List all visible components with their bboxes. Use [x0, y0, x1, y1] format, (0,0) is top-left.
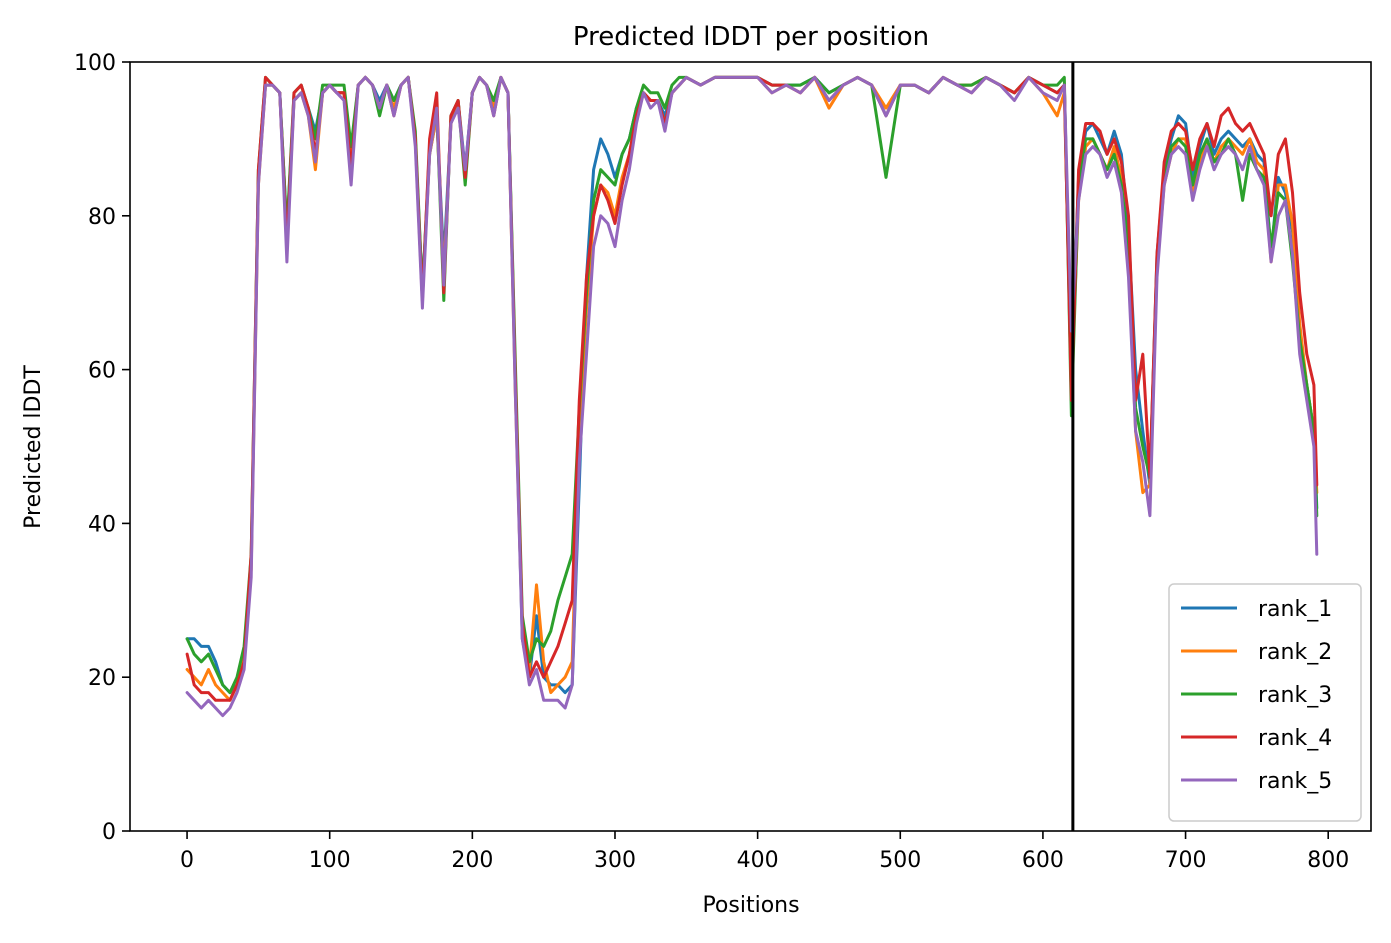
- x-tick-label: 300: [594, 848, 636, 873]
- legend-label-rank_4: rank_4: [1258, 726, 1332, 751]
- x-tick-label: 700: [1165, 848, 1207, 873]
- chart-title: Predicted lDDT per position: [573, 22, 929, 52]
- legend-label-rank_1: rank_1: [1258, 597, 1332, 622]
- y-tick-label: 80: [88, 205, 116, 230]
- y-axis-ticks: 0 20 40 60 80 100: [74, 51, 130, 845]
- x-axis-ticks: 0 100 200 300 400 500 600 700 800: [180, 831, 1349, 873]
- plot-area-frame: [129, 61, 1372, 832]
- x-axis-label: Positions: [702, 893, 799, 918]
- y-tick-label: 0: [102, 820, 116, 845]
- legend-label-rank_3: rank_3: [1258, 683, 1332, 708]
- series-line-rank_5: [185, 75, 1319, 718]
- y-tick-label: 20: [88, 666, 116, 691]
- legend: rank_1 rank_2 rank_3 rank_4 rank_5: [1168, 583, 1362, 822]
- y-axis-label: Predicted lDDT: [21, 365, 46, 529]
- x-tick-label: 0: [180, 848, 194, 873]
- x-tick-label: 800: [1307, 848, 1349, 873]
- legend-label-rank_2: rank_2: [1258, 640, 1332, 665]
- legend-label-rank_5: rank_5: [1258, 769, 1332, 794]
- y-tick-label: 100: [74, 51, 116, 76]
- x-tick-label: 200: [451, 848, 493, 873]
- series-layer: [185, 75, 1319, 718]
- y-tick-label: 60: [88, 359, 116, 384]
- y-tick-label: 40: [88, 512, 116, 537]
- x-tick-label: 100: [309, 848, 351, 873]
- legend-box: [1168, 583, 1362, 822]
- x-tick-label: 400: [737, 848, 779, 873]
- x-tick-label: 600: [1022, 848, 1064, 873]
- x-tick-label: 500: [879, 848, 921, 873]
